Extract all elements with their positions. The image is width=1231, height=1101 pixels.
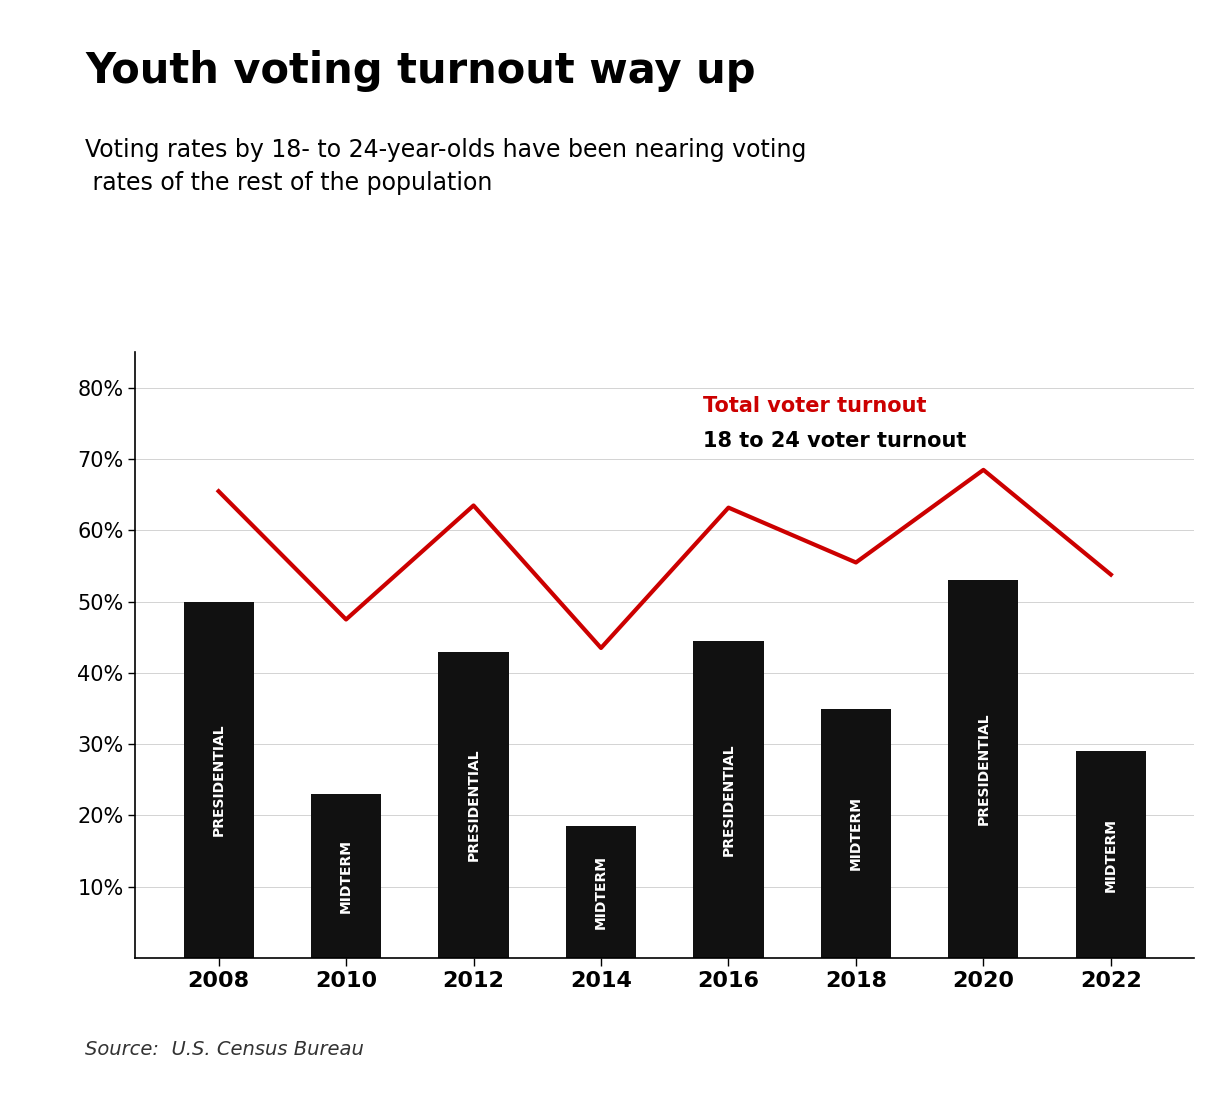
Text: PRESIDENTIAL: PRESIDENTIAL (976, 712, 991, 826)
Text: Source:  U.S. Census Bureau: Source: U.S. Census Bureau (85, 1040, 364, 1059)
Text: MIDTERM: MIDTERM (849, 796, 863, 870)
Text: 18 to 24 voter turnout: 18 to 24 voter turnout (703, 432, 966, 451)
Bar (566, 826, 636, 958)
Text: MIDTERM: MIDTERM (1104, 818, 1118, 892)
Text: PRESIDENTIAL: PRESIDENTIAL (212, 723, 225, 836)
Text: MIDTERM: MIDTERM (339, 839, 353, 913)
Bar (693, 641, 763, 958)
Text: PRESIDENTIAL: PRESIDENTIAL (467, 749, 480, 861)
Bar (821, 709, 891, 958)
Text: Youth voting turnout way up: Youth voting turnout way up (85, 50, 756, 91)
Bar (438, 652, 508, 958)
Bar (1076, 751, 1146, 958)
Text: MIDTERM: MIDTERM (595, 855, 608, 929)
Text: Voting rates by 18- to 24-year-olds have been nearing voting
 rates of the rest : Voting rates by 18- to 24-year-olds have… (85, 138, 806, 195)
Bar (948, 580, 1018, 958)
Bar (183, 601, 254, 958)
Text: PRESIDENTIAL: PRESIDENTIAL (721, 743, 735, 855)
Text: Total voter turnout: Total voter turnout (703, 395, 927, 416)
Bar (311, 794, 382, 958)
